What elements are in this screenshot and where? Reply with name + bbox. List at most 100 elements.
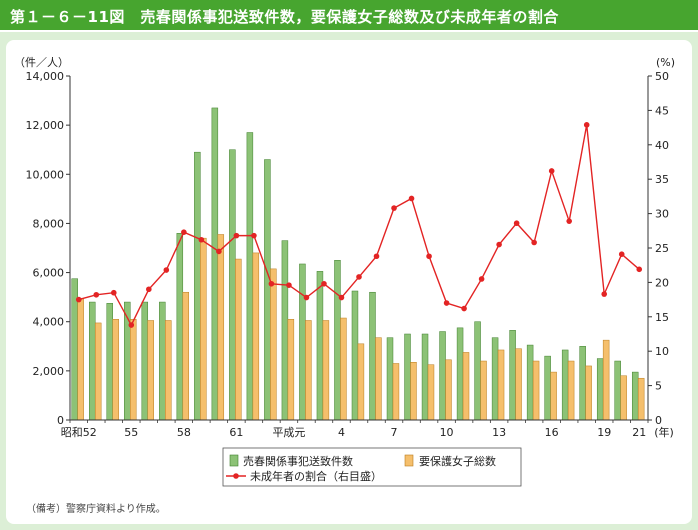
bar-women-12 bbox=[480, 360, 487, 421]
bar-women-53 bbox=[94, 322, 102, 421]
left-tick-label-4000: 4,000 bbox=[33, 316, 65, 329]
bar-cases-57 bbox=[159, 301, 166, 421]
point-minor-ratio-60 bbox=[216, 248, 222, 255]
bar-cases-17 bbox=[561, 349, 569, 421]
bar-cases-14 bbox=[509, 330, 516, 421]
right-tick-label-20: 20 bbox=[655, 276, 669, 289]
bar-women-7 bbox=[392, 363, 400, 421]
bar-cases-10 bbox=[439, 331, 446, 421]
point-minor-ratio-57 bbox=[163, 267, 170, 273]
right-tick-label-25: 25 bbox=[655, 242, 669, 255]
bar-cases-19 bbox=[596, 358, 604, 421]
x-tick-label-平成元: 平成元 bbox=[272, 426, 305, 439]
x-tick-label-21: 21 bbox=[632, 426, 646, 439]
right-tick-label-5: 5 bbox=[655, 380, 662, 393]
point-minor-ratio-20 bbox=[618, 251, 625, 257]
bar-women-18 bbox=[585, 365, 592, 421]
left-tick-label-14000: 14,000 bbox=[26, 70, 65, 83]
bar-cases-18 bbox=[579, 346, 586, 421]
point-minor-ratio-9 bbox=[426, 253, 432, 260]
point-minor-ratio-63 bbox=[268, 280, 275, 287]
bar-cases-60 bbox=[211, 107, 219, 421]
legend-box bbox=[222, 447, 522, 487]
bar-women-61 bbox=[235, 258, 242, 421]
point-minor-ratio-10 bbox=[443, 300, 450, 306]
point-minor-ratio-4 bbox=[338, 294, 345, 301]
chart-panel bbox=[6, 40, 692, 524]
right-tick-label-15: 15 bbox=[655, 311, 669, 324]
bar-women-10 bbox=[445, 359, 452, 421]
legend-swatch-bar1 bbox=[229, 454, 239, 467]
left-tick-label-2000: 2,000 bbox=[33, 365, 65, 378]
right-tick-label-0: 0 bbox=[655, 414, 662, 427]
bar-cases-59 bbox=[194, 151, 201, 421]
point-minor-ratio-55 bbox=[128, 322, 135, 328]
left-tick-label-8000: 8,000 bbox=[33, 217, 65, 230]
point-minor-ratio-3 bbox=[321, 280, 327, 287]
bar-women-2 bbox=[305, 320, 312, 421]
point-minor-ratio-2 bbox=[303, 294, 310, 301]
point-minor-ratio-61 bbox=[233, 232, 240, 239]
bar-cases-4 bbox=[334, 260, 341, 421]
bar-cases-7 bbox=[386, 337, 394, 421]
x-tick-label-61: 61 bbox=[229, 426, 243, 439]
point-minor-ratio-13 bbox=[496, 241, 502, 248]
bar-cases-53 bbox=[89, 301, 96, 421]
bar-women-5 bbox=[357, 343, 365, 421]
point-minor-ratio-7 bbox=[391, 205, 397, 211]
x-tick-label-16: 16 bbox=[545, 426, 559, 439]
bar-women-14 bbox=[515, 348, 522, 421]
point-minor-ratio-19 bbox=[601, 291, 608, 297]
bar-women-19 bbox=[602, 339, 610, 421]
bar-cases-16 bbox=[544, 355, 551, 421]
bar-cases-13 bbox=[491, 337, 499, 421]
bar-cases-54 bbox=[106, 303, 113, 421]
left-tick-label-0: 0 bbox=[57, 414, 64, 427]
bar-women-3 bbox=[322, 320, 330, 421]
point-minor-ratio-62 bbox=[251, 232, 257, 239]
point-minor-ratio-17 bbox=[566, 218, 572, 224]
x-tick-label-19: 19 bbox=[597, 426, 611, 439]
bar-women-55 bbox=[130, 319, 137, 421]
bar-women-52 bbox=[77, 298, 84, 421]
point-minor-ratio-12 bbox=[478, 276, 485, 282]
bar-cases-58 bbox=[176, 233, 184, 421]
right-axis-unit: (%) bbox=[656, 56, 675, 69]
bar-cases-21 bbox=[631, 371, 639, 421]
right-tick-label-35: 35 bbox=[655, 173, 669, 186]
bar-cases-15 bbox=[526, 344, 534, 421]
figure-title: 第１－６－11図 売春関係事犯送致件数，要保護女子総数及び未成年者の割合 bbox=[10, 8, 559, 26]
bar-women-57 bbox=[165, 320, 172, 421]
point-minor-ratio-18 bbox=[583, 122, 590, 128]
point-minor-ratio-16 bbox=[548, 168, 555, 174]
bar-cases-56 bbox=[141, 301, 149, 421]
bar-cases-5 bbox=[351, 290, 359, 421]
bar-cases-2 bbox=[299, 263, 306, 421]
bar-women-13 bbox=[497, 349, 505, 421]
bar-cases-20 bbox=[614, 360, 621, 421]
bar-women-62 bbox=[252, 252, 260, 421]
point-minor-ratio-15 bbox=[531, 239, 537, 246]
x-tick-label-昭和52: 昭和52 bbox=[61, 426, 97, 439]
point-minor-ratio-53 bbox=[93, 291, 100, 298]
left-tick-label-6000: 6,000 bbox=[33, 267, 65, 280]
line-minor-ratio bbox=[78, 124, 640, 327]
bar-women-60 bbox=[217, 234, 225, 421]
point-minor-ratio-5 bbox=[356, 274, 362, 280]
point-minor-ratio-56 bbox=[146, 286, 152, 293]
bar-women-元 bbox=[287, 319, 295, 421]
point-minor-ratio-59 bbox=[198, 236, 205, 243]
legend-label-bar1: 売春関係事犯送致件数 bbox=[243, 454, 353, 468]
right-tick-label-50: 50 bbox=[655, 70, 669, 83]
bar-women-11 bbox=[462, 352, 470, 421]
point-minor-ratio-14 bbox=[513, 220, 520, 227]
point-minor-ratio-21 bbox=[636, 266, 643, 273]
right-tick-label-45: 45 bbox=[655, 104, 669, 117]
right-tick-label-10: 10 bbox=[655, 345, 669, 358]
legend: 売春関係事犯送致件数 要保護女子総数 未成年者の割合（右目盛） bbox=[222, 447, 522, 487]
legend-swatch-marker bbox=[233, 473, 239, 479]
bar-women-21 bbox=[637, 377, 645, 421]
axes-group: 0 2,000 4,000 6,000 8,000 10,000 12,000 14,000 0… bbox=[26, 70, 674, 439]
x-tick-label-7: 7 bbox=[391, 426, 398, 439]
x-tick-label-55: 55 bbox=[124, 426, 138, 439]
